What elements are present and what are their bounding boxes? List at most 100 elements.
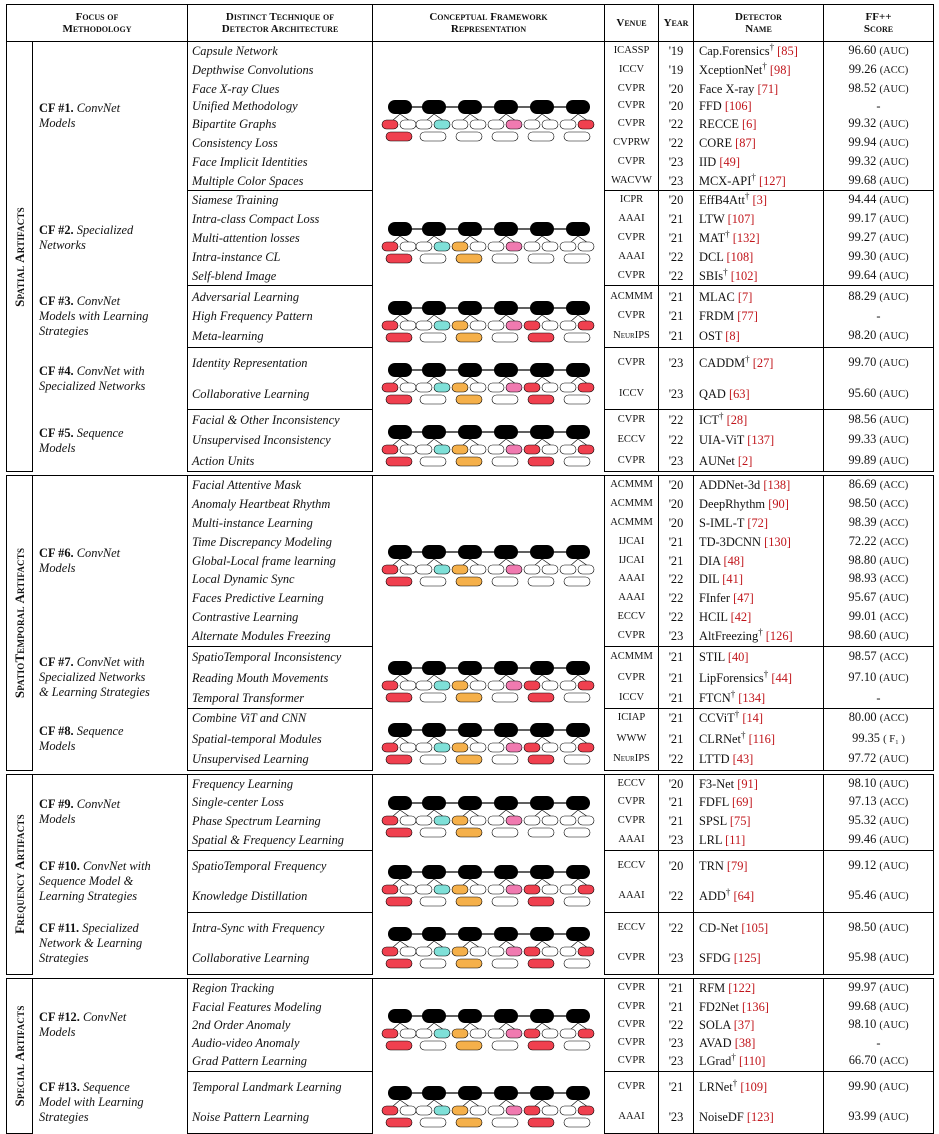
citation-link[interactable]: [122]: [728, 980, 756, 995]
citation-link[interactable]: [72]: [747, 515, 768, 530]
citation-link[interactable]: [134]: [738, 690, 766, 705]
citation-link[interactable]: [98]: [769, 62, 791, 77]
score-cell: 98.93 (ACC): [823, 570, 934, 590]
block-node: [421, 362, 446, 377]
module-node: [385, 254, 412, 264]
module-node: [559, 1105, 576, 1116]
citation-link[interactable]: [125]: [733, 951, 761, 966]
module-node: [487, 1028, 504, 1039]
citation-link[interactable]: [75]: [729, 814, 751, 829]
header-year: Year: [658, 4, 694, 42]
block-node: [493, 1086, 518, 1101]
module-node: [433, 242, 450, 252]
block-node: [421, 100, 446, 115]
module-node: [563, 754, 590, 765]
score-value: 99.97: [848, 979, 877, 994]
module-node: [487, 946, 504, 957]
citation-link[interactable]: [77]: [737, 309, 758, 324]
citation-link[interactable]: [28]: [726, 413, 748, 428]
year-cell: '20: [658, 850, 694, 882]
framework-focus: CF #11. Specialized Network & Learning Str…: [32, 912, 188, 975]
module-node: [451, 742, 468, 753]
citation-link[interactable]: [43]: [732, 751, 754, 766]
score-cell: 86.69 (ACC): [823, 475, 934, 496]
citation-link[interactable]: [136]: [742, 999, 769, 1014]
citation-link[interactable]: [6]: [742, 117, 757, 132]
citation-link[interactable]: [123]: [746, 1110, 774, 1125]
citation-link[interactable]: [110]: [738, 1053, 766, 1068]
citation-link[interactable]: [85]: [777, 44, 798, 58]
citation-link[interactable]: [138]: [763, 478, 791, 493]
detector-cell: LGrad† [110]: [693, 1051, 824, 1072]
module-node: [527, 958, 554, 969]
citation-link[interactable]: [127]: [758, 173, 786, 188]
citation-link[interactable]: [137]: [747, 433, 775, 448]
citation-link[interactable]: [42]: [730, 609, 752, 624]
citation-link[interactable]: [79]: [726, 858, 748, 873]
citation-link[interactable]: [41]: [722, 572, 743, 587]
module-node: [399, 564, 416, 575]
detector-cell: MCX-API† [127]: [693, 171, 824, 192]
citation-link[interactable]: [64]: [733, 889, 755, 904]
venue-cell: CVPR: [604, 812, 659, 831]
citation-link[interactable]: [71]: [757, 81, 779, 96]
citation-link[interactable]: [90]: [768, 497, 789, 512]
table-row: CF #7. ConvNet with Specialized Networks &…: [7, 646, 934, 709]
module-node: [577, 242, 594, 252]
score-value: 99.89: [848, 452, 877, 467]
citation-link[interactable]: [48]: [723, 553, 745, 568]
citation-link[interactable]: [105]: [741, 920, 769, 935]
framework-focus: CF #4. ConvNet with Specialized Networks: [32, 347, 188, 410]
citation-link[interactable]: [106]: [724, 99, 752, 114]
citation-link[interactable]: [2]: [737, 453, 753, 468]
citation-link[interactable]: [116]: [748, 731, 775, 746]
metric-label: (AUC): [879, 119, 909, 131]
citation-link[interactable]: [63]: [728, 386, 750, 401]
block-node: [457, 222, 482, 237]
block-node: [529, 100, 554, 115]
table-row: Temporal Transformer ICCV '21 FTCN† [134] -: [7, 688, 934, 709]
citation-link[interactable]: [3]: [752, 193, 767, 208]
framework-focus: CF #5. Sequence Models: [32, 409, 188, 472]
module-node: [491, 254, 518, 264]
citation-link[interactable]: [38]: [734, 1036, 756, 1051]
citation-link[interactable]: [44]: [771, 670, 792, 685]
citation-link[interactable]: [87]: [735, 135, 756, 150]
detector-cell: MLAC [7]: [693, 285, 824, 308]
detector-name: AVAD: [699, 1036, 732, 1051]
block-node: [565, 927, 590, 942]
technique-cell: Multiple Color Spaces: [187, 171, 373, 192]
citation-link[interactable]: [47]: [733, 591, 754, 606]
citation-link[interactable]: [91]: [737, 776, 758, 791]
score-value: 98.20: [848, 328, 877, 343]
table-row: Local Dynamic Sync AAAI '22 DIL [41] 98.93 (…: [7, 570, 934, 590]
module-node: [541, 816, 558, 826]
technique-cell: Depthwise Convolutions: [187, 60, 373, 80]
citation-link[interactable]: [14]: [742, 711, 764, 726]
citation-link[interactable]: [8]: [725, 329, 740, 344]
citation-link[interactable]: [107]: [727, 212, 755, 227]
citation-link[interactable]: [132]: [732, 230, 760, 245]
citation-link[interactable]: [7]: [737, 289, 753, 304]
citation-link[interactable]: [130]: [764, 534, 791, 549]
citation-link[interactable]: [40]: [727, 649, 749, 664]
citation-link[interactable]: [108]: [726, 249, 754, 264]
score-cell: 99.68 (AUC): [823, 171, 934, 192]
citation-link[interactable]: [102]: [730, 268, 758, 283]
citation-link[interactable]: [49]: [719, 154, 740, 169]
year-cell: '20: [658, 79, 694, 99]
citation-link[interactable]: [37]: [733, 1018, 755, 1033]
metric-label: (ACC): [879, 651, 909, 663]
citation-link[interactable]: [126]: [765, 628, 793, 643]
citation-link[interactable]: [27]: [752, 356, 774, 371]
dagger-mark: †: [741, 729, 746, 740]
citation-link[interactable]: [11]: [725, 832, 746, 847]
module-node: [385, 692, 412, 703]
detector-name: ADDNet-3d: [699, 478, 761, 493]
detector-name: DIA: [699, 553, 721, 568]
module-node: [559, 382, 576, 393]
citation-link[interactable]: [69]: [731, 795, 753, 810]
citation-link[interactable]: [109]: [740, 1079, 768, 1094]
module-node: [505, 1028, 522, 1039]
block-node: [529, 796, 554, 811]
